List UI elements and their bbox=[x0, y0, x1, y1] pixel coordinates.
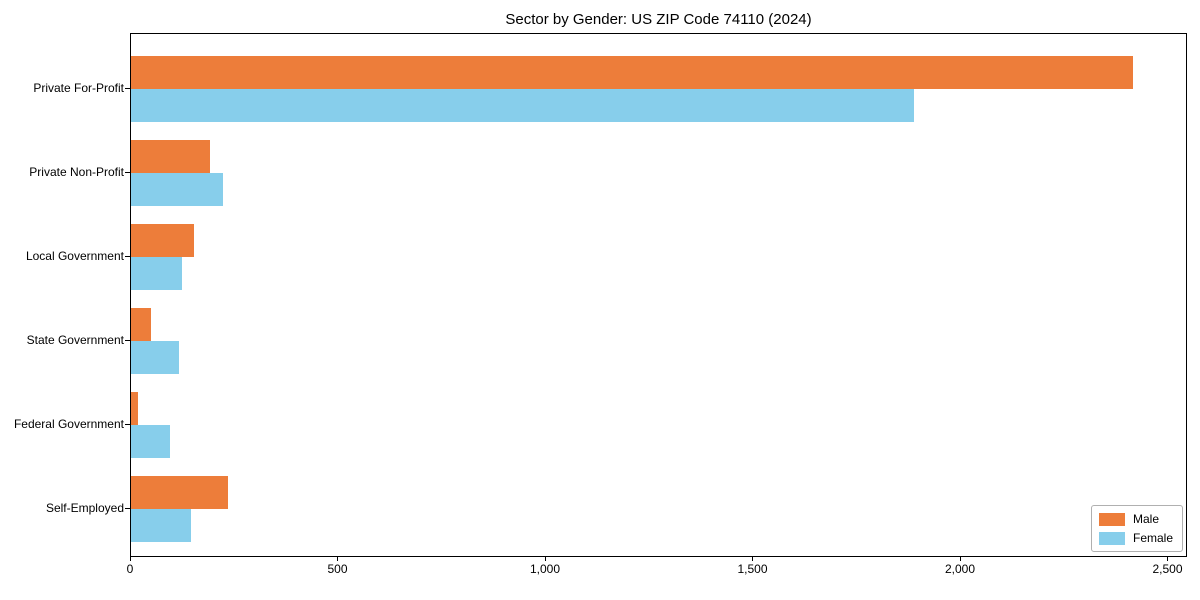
x-tick-label: 0 bbox=[126, 562, 134, 576]
bar-male-state-government bbox=[131, 308, 152, 341]
y-tick-mark bbox=[125, 508, 130, 509]
legend-swatch-male bbox=[1098, 512, 1125, 526]
x-tick-mark bbox=[544, 557, 546, 561]
x-tick-mark bbox=[337, 557, 339, 561]
y-category-label: Federal Government bbox=[13, 417, 124, 431]
bar-female-local-government bbox=[131, 257, 182, 290]
bar-female-federal-government bbox=[131, 425, 170, 458]
y-tick-mark bbox=[125, 340, 130, 341]
x-tick-mark bbox=[130, 557, 131, 561]
bar-female-self-employed bbox=[131, 509, 192, 542]
bar-female-private-for-profit bbox=[131, 89, 914, 122]
x-tick-mark bbox=[959, 557, 961, 561]
x-tick-label: 1,500 bbox=[737, 562, 768, 576]
bar-male-federal-government bbox=[131, 392, 138, 425]
x-tick-mark bbox=[752, 557, 754, 561]
bar-male-private-non-profit bbox=[131, 140, 210, 173]
y-category-label: Self-Employed bbox=[45, 501, 124, 515]
y-tick-mark bbox=[125, 172, 130, 173]
legend: Male Female bbox=[1090, 505, 1183, 552]
legend-swatch-female bbox=[1098, 531, 1125, 545]
x-tick-label: 2,500 bbox=[1152, 562, 1183, 576]
plot-area: Male Female bbox=[130, 33, 1187, 557]
bar-male-private-for-profit bbox=[131, 56, 1134, 89]
y-category-label: Local Government bbox=[25, 249, 124, 263]
y-tick-mark bbox=[125, 424, 130, 425]
y-tick-mark bbox=[125, 88, 130, 89]
bar-female-private-non-profit bbox=[131, 173, 223, 206]
legend-item-male: Male bbox=[1098, 512, 1173, 526]
bar-female-state-government bbox=[131, 341, 180, 374]
y-category-label: Private For-Profit bbox=[33, 81, 124, 95]
y-category-label: State Government bbox=[26, 333, 124, 347]
legend-label: Male bbox=[1132, 512, 1159, 526]
legend-label: Female bbox=[1132, 531, 1173, 545]
bar-male-local-government bbox=[131, 224, 194, 257]
x-tick-mark bbox=[1167, 557, 1169, 561]
legend-item-female: Female bbox=[1098, 531, 1173, 545]
x-tick-label: 2,000 bbox=[944, 562, 975, 576]
y-category-label: Private Non-Profit bbox=[29, 165, 124, 179]
x-tick-label: 500 bbox=[327, 562, 348, 576]
bar-male-self-employed bbox=[131, 476, 228, 509]
x-tick-label: 1,000 bbox=[529, 562, 560, 576]
chart-title: Sector by Gender: US ZIP Code 74110 (202… bbox=[505, 11, 812, 28]
y-tick-mark bbox=[125, 256, 130, 257]
